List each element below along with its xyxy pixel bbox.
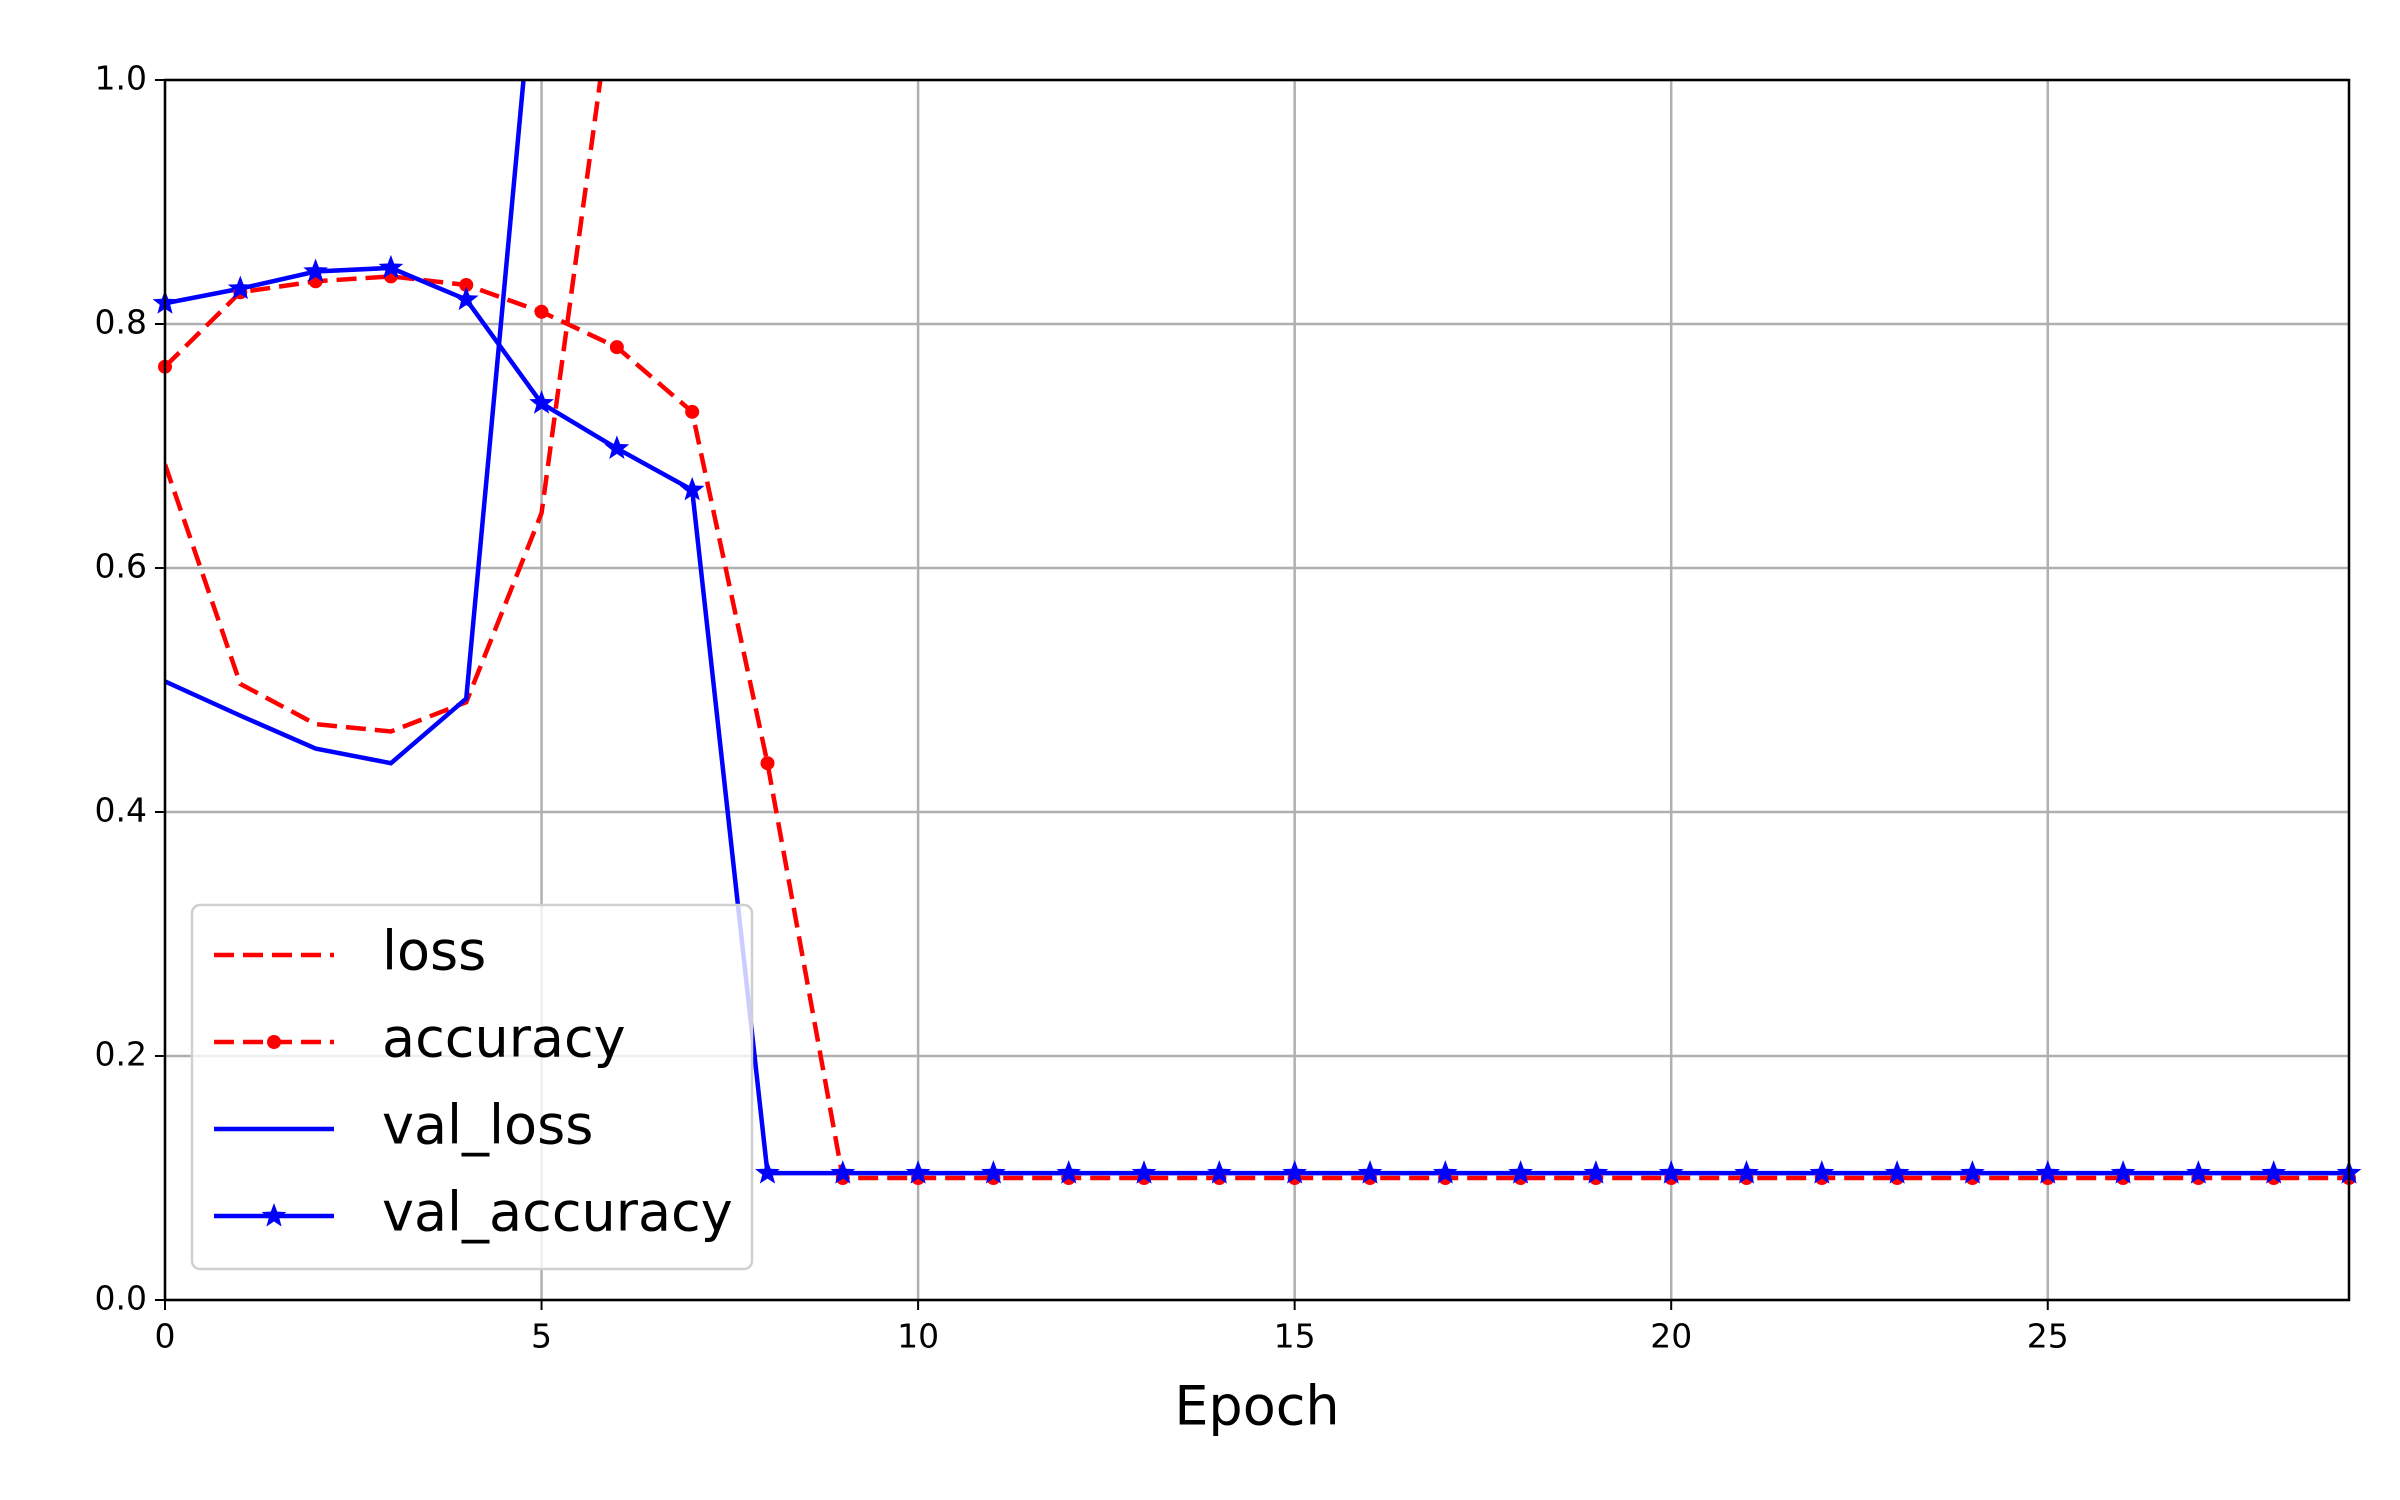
x-tick-label: 25 xyxy=(2027,1317,2069,1356)
data-point xyxy=(1583,1160,1609,1184)
data-point xyxy=(1282,1160,1307,1184)
data-point xyxy=(1809,1160,1835,1184)
data-point xyxy=(760,756,775,771)
x-tick-label: 20 xyxy=(1650,1317,1692,1356)
data-point xyxy=(755,1160,780,1184)
y-tick-label: 0.8 xyxy=(95,303,147,342)
data-point xyxy=(905,1160,931,1184)
legend-box xyxy=(190,903,754,1271)
legend-text: val_loss xyxy=(382,1094,593,1157)
legend-text: accuracy xyxy=(382,1007,626,1070)
x-tick-label: 10 xyxy=(897,1317,939,1356)
series-line xyxy=(165,80,526,766)
data-point xyxy=(534,304,549,319)
data-point xyxy=(604,435,630,459)
legend-marker xyxy=(267,1035,281,1049)
data-point xyxy=(378,254,404,279)
data-point xyxy=(2035,1160,2061,1184)
data-point xyxy=(609,340,624,355)
legend-marker xyxy=(261,1203,287,1227)
series-line xyxy=(165,265,2349,1176)
series-line xyxy=(165,80,603,734)
data-point xyxy=(1508,1160,1533,1184)
plot-area xyxy=(165,80,2349,1181)
legend-text: val_accuracy xyxy=(382,1181,733,1244)
data-point xyxy=(459,277,474,292)
data-point xyxy=(2186,1160,2211,1184)
y-tick-label: 1.0 xyxy=(95,59,147,98)
y-tick-label: 0.6 xyxy=(95,547,147,586)
data-point xyxy=(1357,1160,1383,1184)
x-axis-label: Epoch xyxy=(1174,1375,1339,1438)
data-point xyxy=(1734,1160,1759,1184)
data-point xyxy=(1131,1160,1157,1184)
data-point xyxy=(1884,1160,1910,1184)
data-point xyxy=(830,1160,856,1184)
x-tick-label: 0 xyxy=(155,1317,176,1356)
data-point xyxy=(1207,1160,1232,1184)
data-point xyxy=(685,404,700,419)
data-point xyxy=(1960,1160,1985,1184)
data-point xyxy=(227,275,253,300)
data-point xyxy=(529,390,554,414)
plot-frame xyxy=(163,78,2351,1302)
data-point xyxy=(1056,1160,1082,1184)
data-point xyxy=(1432,1160,1458,1184)
data-point xyxy=(453,286,479,311)
data-point xyxy=(303,258,328,283)
data-point xyxy=(2110,1160,2136,1184)
data-point xyxy=(1658,1160,1684,1184)
data-point xyxy=(2261,1160,2287,1184)
x-tick-label: 15 xyxy=(1274,1317,1316,1356)
y-tick-label: 0.0 xyxy=(95,1279,147,1318)
y-tick-label: 0.2 xyxy=(95,1035,147,1074)
y-tick-label: 0.4 xyxy=(95,791,147,830)
x-tick-label: 5 xyxy=(531,1317,552,1356)
legend-text: loss xyxy=(382,920,486,983)
data-point xyxy=(981,1160,1006,1184)
data-point xyxy=(679,476,705,501)
